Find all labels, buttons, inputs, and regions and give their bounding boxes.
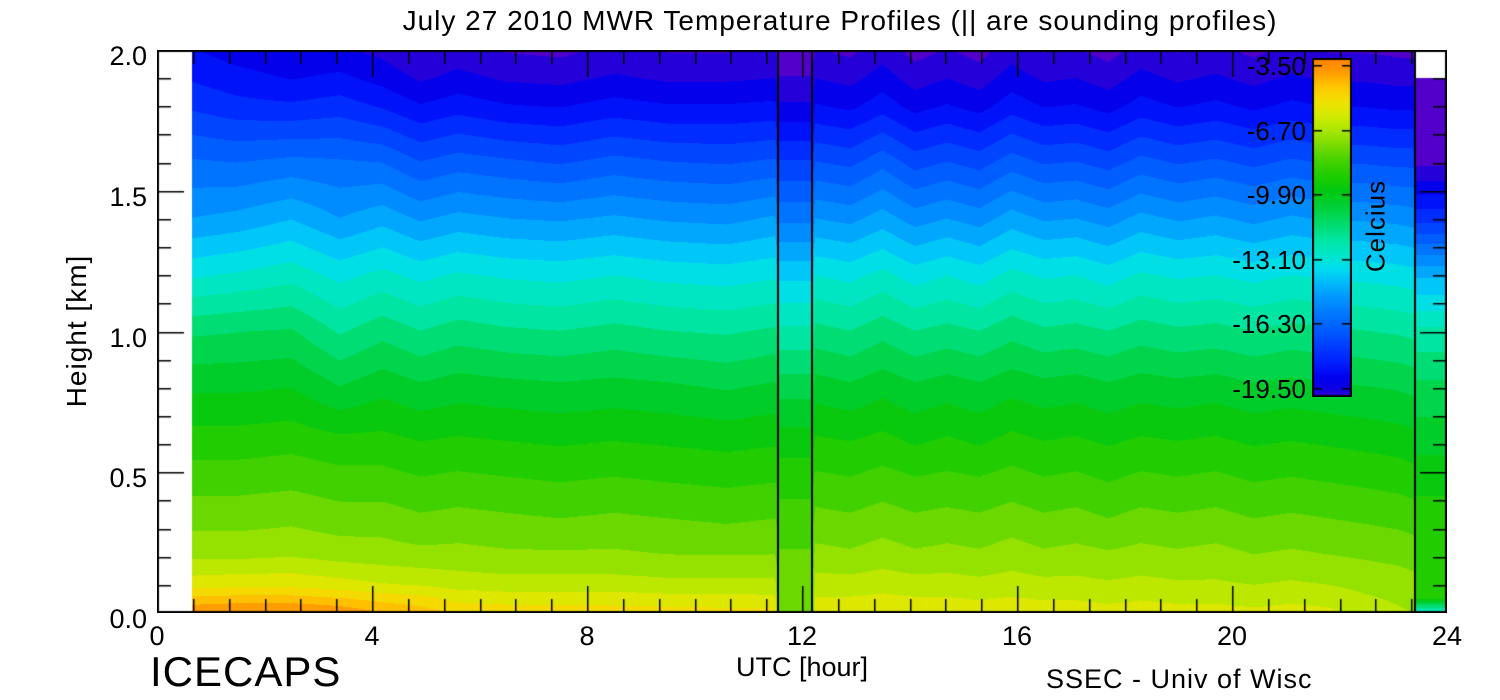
x-tick-label: 0 (149, 621, 165, 651)
colorbar-tick-label: -13.10 (1232, 244, 1306, 275)
y-tick-label: 1.0 (109, 322, 147, 353)
x-tick-label: 8 (579, 621, 595, 651)
ssec-credit-label: SSEC - Univ of Wisc (1046, 664, 1313, 694)
colorbar-tick-label: -6.70 (1246, 115, 1306, 146)
x-tick-label: 20 (1216, 621, 1248, 651)
colorbar-tick-label: -19.50 (1232, 373, 1306, 404)
contour-plot-canvas (157, 50, 1447, 613)
colorbar-title: Celcius (1360, 179, 1391, 273)
x-tick-label: 16 (1001, 621, 1033, 651)
icecaps-project-label: ICECAPS (150, 648, 342, 695)
chart-title: July 27 2010 MWR Temperature Profiles (|… (402, 5, 1278, 36)
colorbar-canvas (1312, 58, 1352, 397)
y-tick-label: 0.0 (109, 604, 147, 634)
colorbar-tick-label: -9.90 (1246, 180, 1306, 211)
y-tick-label: 0.5 (109, 463, 147, 494)
y-axis-title: Height [km] (61, 254, 92, 408)
colorbar-tick-label: -3.50 (1246, 51, 1306, 82)
y-tick-label: 1.5 (109, 181, 147, 212)
x-tick-label: 12 (786, 621, 818, 651)
x-axis-title: UTC [hour] (735, 652, 869, 682)
x-tick-label: 4 (364, 621, 380, 651)
colorbar-tick-label: -16.30 (1232, 309, 1306, 340)
y-tick-label: 2.0 (109, 41, 147, 71)
x-tick-label: 24 (1431, 621, 1463, 651)
